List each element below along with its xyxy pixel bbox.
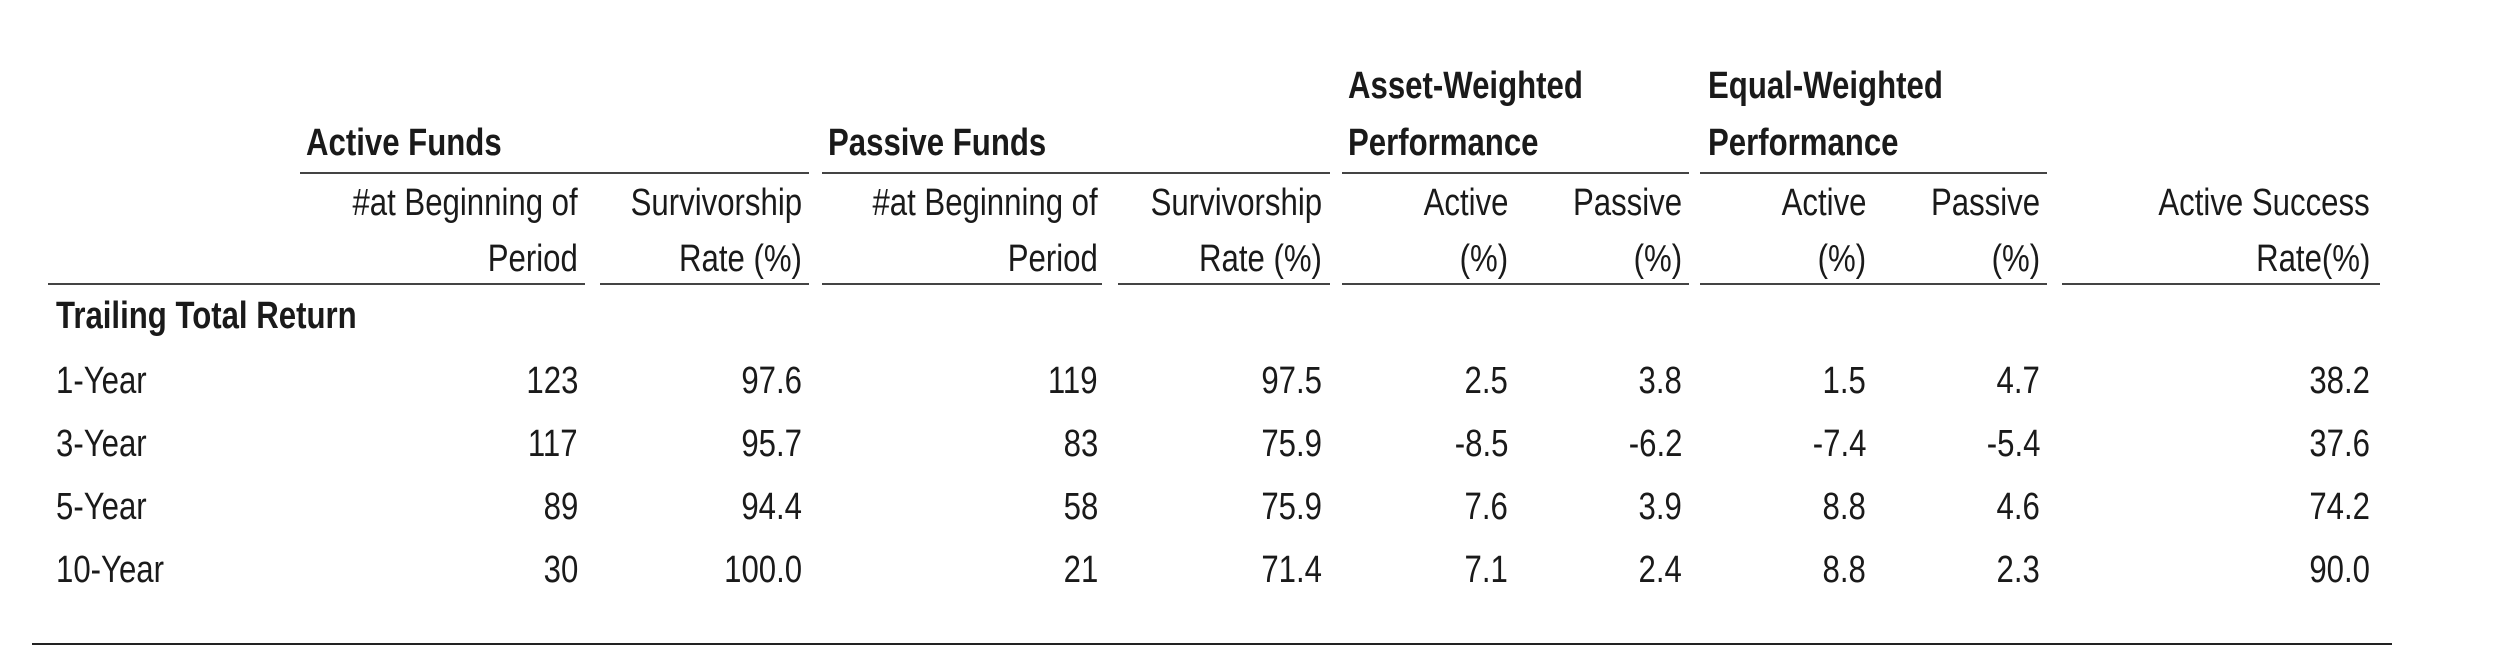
group-header-asset-weighted-line2: Performance	[1348, 122, 1539, 164]
table-cell: 94.4	[741, 486, 802, 528]
column-header-6-line1: Passive	[1572, 182, 1682, 224]
row-label: 10-Year	[56, 549, 164, 591]
section-label: Trailing Total Return	[56, 295, 357, 337]
table-cell: 75.9	[1261, 423, 1322, 465]
col-underline-4	[1118, 283, 1330, 285]
col-underline-7	[2062, 283, 2380, 285]
column-header-1-line1: #at Beginning of	[352, 182, 578, 224]
group-underline-active-funds	[300, 172, 809, 174]
col-underline-5	[1342, 283, 1689, 285]
column-header-9-line1: Active Success	[2158, 182, 2370, 224]
table-cell: 38.2	[2309, 360, 2370, 402]
table-cell: 89	[543, 486, 578, 528]
column-header-8-line1: Passive	[1930, 182, 2040, 224]
table-cell: 7.1	[1464, 549, 1508, 591]
column-header-7-line1: Active	[1781, 182, 1866, 224]
table-cell: 37.6	[2309, 423, 2370, 465]
table-cell: 74.2	[2309, 486, 2370, 528]
group-underline-equal-weighted	[1700, 172, 2047, 174]
table-cell: 2.5	[1464, 360, 1508, 402]
group-underline-asset-weighted	[1342, 172, 1689, 174]
table-cell: 119	[1048, 360, 1098, 402]
table-cell: 7.6	[1464, 486, 1508, 528]
column-header-7-line2: (%)	[1817, 238, 1866, 280]
group-header-equal-weighted-line2: Performance	[1708, 122, 1899, 164]
group-header-active-funds: Active Funds	[306, 122, 502, 164]
row-label: 5-Year	[56, 486, 147, 528]
table-cell: 75.9	[1261, 486, 1322, 528]
column-header-3-line1: #at Beginning of	[872, 182, 1098, 224]
table-cell: 100.0	[724, 549, 802, 591]
column-header-4-line2: Rate (%)	[1199, 238, 1322, 280]
column-header-4-line1: Survivorship	[1150, 182, 1322, 224]
table-cell: -8.5	[1454, 423, 1508, 465]
table-cell: 8.8	[1822, 549, 1866, 591]
col-underline-1	[48, 283, 585, 285]
table-cell: 3.9	[1638, 486, 1682, 528]
table-cell: 4.6	[1996, 486, 2040, 528]
table-cell: -7.4	[1812, 423, 1866, 465]
column-header-8-line2: (%)	[1991, 238, 2040, 280]
table-cell: 3.8	[1638, 360, 1682, 402]
table-cell: 95.7	[741, 423, 802, 465]
table-cell: 58	[1063, 486, 1098, 528]
table-cell: 2.4	[1638, 549, 1682, 591]
column-header-5-line1: Active	[1423, 182, 1508, 224]
table-cell: 117	[528, 423, 578, 465]
table-cell: -5.4	[1986, 423, 2040, 465]
group-header-asset-weighted-line1: Asset-Weighted	[1348, 65, 1583, 107]
table-cell: 30	[543, 549, 578, 591]
table-cell: 8.8	[1822, 486, 1866, 528]
column-header-6-line2: (%)	[1633, 238, 1682, 280]
table-cell: 1.5	[1822, 360, 1866, 402]
col-underline-6	[1700, 283, 2047, 285]
table-cell: 90.0	[2309, 549, 2370, 591]
column-header-3-line2: Period	[1007, 238, 1098, 280]
column-header-9-line2: Rate(%)	[2255, 238, 2370, 280]
table-cell: 2.3	[1996, 549, 2040, 591]
table-cell: 4.7	[1996, 360, 2040, 402]
column-header-5-line2: (%)	[1459, 238, 1508, 280]
table-cell: 21	[1063, 549, 1098, 591]
table-cell: 97.5	[1261, 360, 1322, 402]
col-underline-3	[822, 283, 1102, 285]
row-label: 1-Year	[56, 360, 147, 402]
col-underline-2	[600, 283, 809, 285]
column-header-2-line1: Survivorship	[630, 182, 802, 224]
table-cell: 97.6	[741, 360, 802, 402]
group-underline-passive-funds	[822, 172, 1330, 174]
table-cell: 83	[1063, 423, 1098, 465]
group-header-equal-weighted-line1: Equal-Weighted	[1708, 65, 1943, 107]
group-header-passive-funds: Passive Funds	[828, 122, 1047, 164]
row-label: 3-Year	[56, 423, 147, 465]
column-header-1-line2: Period	[487, 238, 578, 280]
table-cell: 71.4	[1261, 549, 1322, 591]
table-cell: 123	[526, 360, 578, 402]
table-bottom-rule	[32, 643, 2392, 645]
column-header-2-line2: Rate (%)	[679, 238, 802, 280]
table-cell: -6.2	[1628, 423, 1682, 465]
